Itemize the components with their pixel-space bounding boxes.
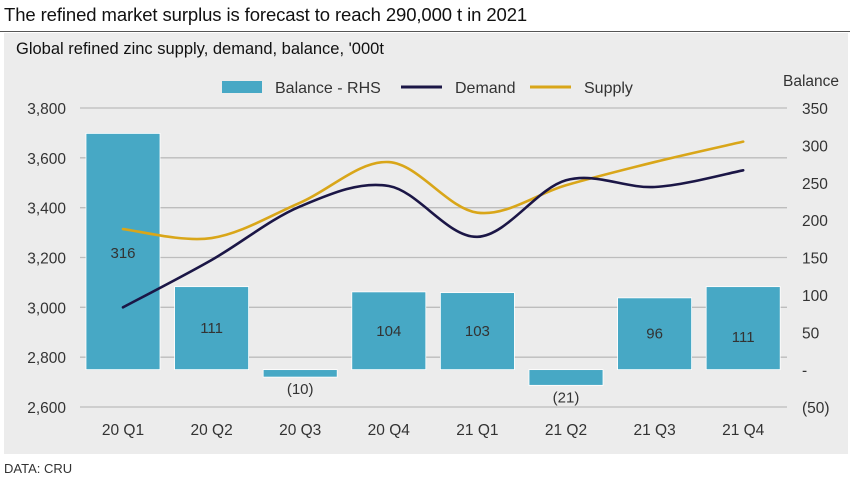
balance-bar [439, 292, 515, 371]
right-tick-label: 100 [802, 288, 828, 305]
left-tick-label: 3,000 [27, 300, 66, 317]
legend-swatch-balance [222, 81, 262, 93]
bar-data-labels: 316 111 (10) 104 103 (21) 96 111 [110, 245, 754, 406]
bar-data-label: 316 [110, 245, 135, 262]
balance-bar [174, 286, 250, 371]
right-tick-label: (50) [802, 400, 830, 417]
chart-title: Global refined zinc supply, demand, bala… [16, 40, 384, 58]
bar-data-label: 104 [376, 323, 401, 340]
balance-bar [528, 369, 604, 386]
headline-rule [0, 31, 850, 32]
left-axis: 2,600 2,800 3,000 3,200 3,400 3,600 3,800 [27, 101, 66, 417]
bar-data-label: 96 [646, 326, 663, 343]
right-tick-label: 300 [802, 138, 828, 155]
x-tick-label: 20 Q4 [368, 422, 411, 439]
balance-bar [351, 291, 427, 371]
right-tick-label: 350 [802, 101, 828, 118]
legend: Balance - RHS Demand Supply [222, 80, 633, 97]
legend-label-balance: Balance - RHS [275, 80, 381, 97]
legend-label-demand: Demand [455, 80, 515, 97]
x-tick-label: 21 Q3 [633, 422, 675, 439]
bar-data-label: (10) [287, 381, 314, 398]
right-tick-label: 250 [802, 176, 828, 193]
x-tick-label: 20 Q2 [190, 422, 232, 439]
left-tick-label: 3,800 [27, 101, 66, 118]
bar-data-label: 111 [200, 320, 223, 337]
left-tick-label: 3,600 [27, 151, 66, 168]
x-axis: 20 Q1 20 Q2 20 Q3 20 Q4 21 Q1 21 Q2 21 Q3 21 Q4 [102, 422, 765, 439]
left-tick-label: 2,600 [27, 400, 66, 417]
bar-data-label: 111 [732, 329, 755, 346]
right-tick-label: 150 [802, 251, 828, 268]
x-tick-label: 20 Q1 [102, 422, 144, 439]
demand-line [121, 168, 745, 309]
balance-bar [85, 133, 161, 371]
left-tick-label: 3,200 [27, 251, 66, 268]
source-note: DATA: CRU [4, 461, 73, 476]
right-tick-label: 50 [802, 325, 820, 342]
right-tick-label: - [802, 363, 807, 380]
x-tick-label: 20 Q3 [279, 422, 321, 439]
balance-bar [705, 286, 781, 371]
line-series [121, 140, 745, 309]
balance-bars [85, 133, 781, 386]
x-tick-label: 21 Q4 [722, 422, 765, 439]
right-axis: (50) - 50 100 150 200 250 300 350 [802, 101, 830, 417]
legend-label-supply: Supply [584, 80, 633, 97]
left-tick-label: 3,400 [27, 201, 66, 218]
bar-data-label: 103 [465, 323, 490, 340]
x-tick-label: 21 Q2 [545, 422, 587, 439]
headline: The refined market surplus is forecast t… [4, 4, 528, 25]
balance-bar [262, 369, 338, 378]
balance-bar [617, 297, 692, 371]
bar-data-label: (21) [553, 389, 580, 406]
x-tick-label: 21 Q1 [456, 422, 498, 439]
right-axis-title: Balance [783, 73, 839, 90]
supply-line [121, 140, 745, 241]
right-tick-label: 200 [802, 213, 828, 230]
left-tick-label: 2,800 [27, 350, 66, 367]
